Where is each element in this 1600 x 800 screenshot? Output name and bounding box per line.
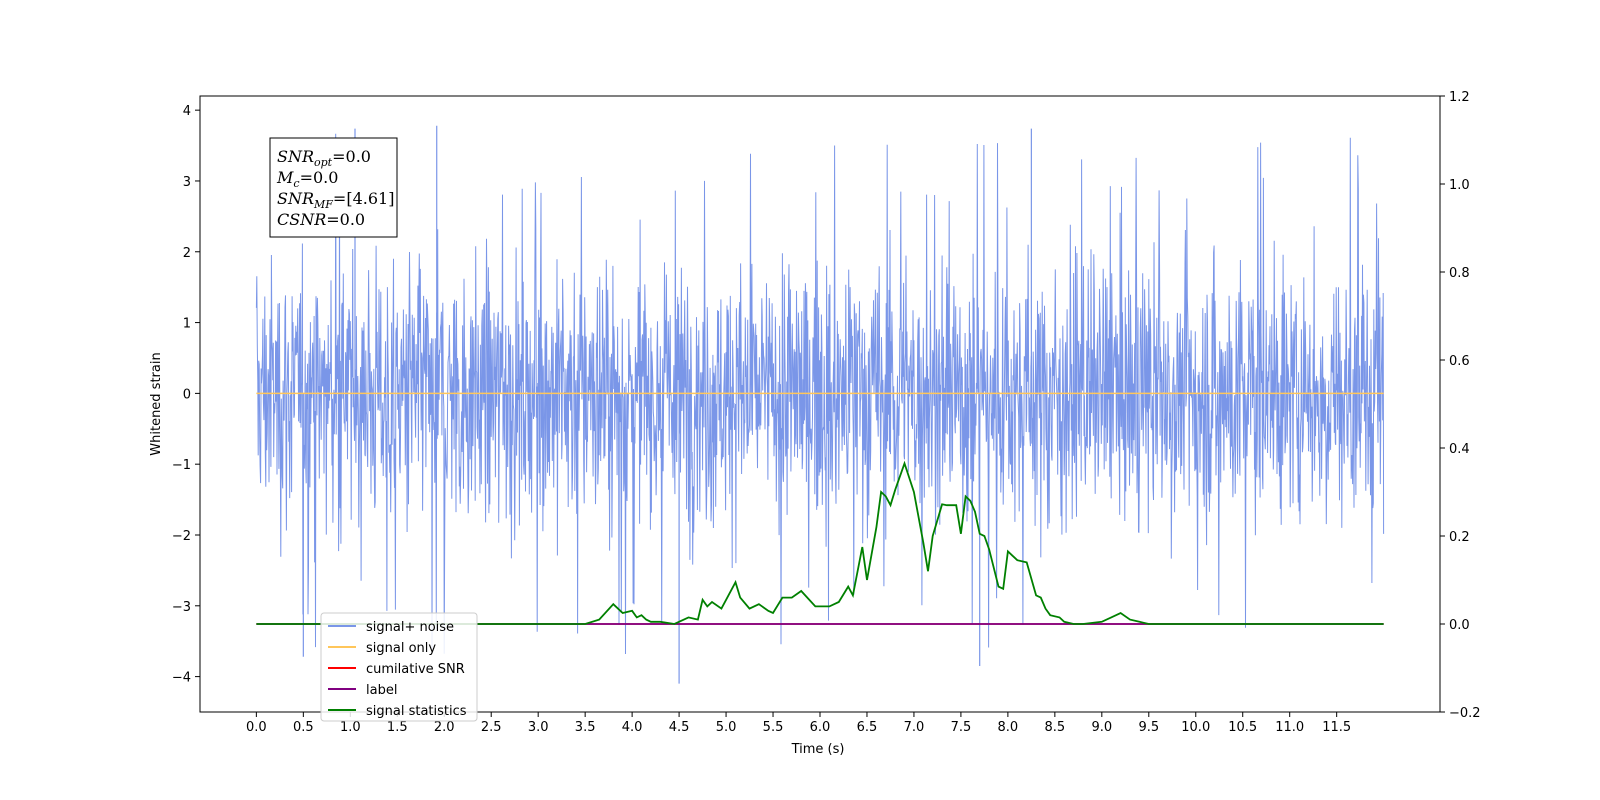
x-axis-label: Time (s) bbox=[791, 742, 845, 757]
x-tick-label: 10.0 bbox=[1181, 720, 1210, 735]
x-tick-label: 3.5 bbox=[575, 720, 596, 735]
x-tick-label: 9.0 bbox=[1091, 720, 1112, 735]
y-tick-label: −2 bbox=[172, 529, 191, 544]
y2-axis: 1.2 1.0 0.8 0.6 0.4 0.2 0.0 −0.2 bbox=[1440, 90, 1481, 721]
x-tick-label: 3.0 bbox=[528, 720, 549, 735]
annotation-symbol: M bbox=[276, 168, 294, 187]
annotation-subscript: opt bbox=[314, 156, 333, 169]
y-tick-label: −3 bbox=[172, 600, 191, 615]
legend-label: signal statistics bbox=[366, 704, 467, 719]
annotation-value: =0.0 bbox=[300, 168, 339, 187]
x-tick-label: 0.0 bbox=[246, 720, 267, 735]
annotation-symbol: CSNR bbox=[277, 210, 326, 229]
y-tick-label: 0 bbox=[183, 387, 191, 402]
legend-label: signal+ noise bbox=[366, 620, 454, 635]
annotation-line: CSNR=0.0 bbox=[277, 210, 365, 229]
annotation-subscript: MF bbox=[313, 198, 333, 211]
annotation-line: Mc=0.0 bbox=[276, 168, 338, 190]
x-axis: 0.0 0.5 1.0 1.5 2.0 2.5 3.0 3.5 4.0 4.5 5.0 5.5 6.0 6… bbox=[246, 712, 1351, 735]
x-tick-label: 5.0 bbox=[716, 720, 737, 735]
signal-statistics-line bbox=[256, 460, 1384, 625]
x-tick-label: 7.5 bbox=[951, 720, 972, 735]
y-tick-label: −4 bbox=[172, 671, 191, 686]
y2-tick-label: 0.0 bbox=[1449, 618, 1470, 633]
x-tick-label: 11.5 bbox=[1322, 720, 1351, 735]
legend: signal+ noise signal only cumilative SNR la… bbox=[320, 612, 478, 722]
y-tick-label: −1 bbox=[172, 458, 191, 473]
legend-label: label bbox=[366, 683, 397, 698]
y2-tick-label: 0.4 bbox=[1449, 442, 1470, 457]
x-tick-label: 4.5 bbox=[669, 720, 690, 735]
x-tick-label: 2.5 bbox=[481, 720, 502, 735]
legend-label: cumilative SNR bbox=[366, 662, 465, 677]
y2-tick-label: −0.2 bbox=[1449, 706, 1481, 721]
y-tick-label: 2 bbox=[183, 246, 191, 261]
x-tick-label: 6.0 bbox=[810, 720, 831, 735]
y-tick-label: 1 bbox=[183, 317, 191, 332]
y-tick-label: 3 bbox=[183, 175, 191, 190]
y-tick-label: 4 bbox=[183, 104, 191, 119]
x-tick-label: 2.0 bbox=[434, 720, 455, 735]
x-tick-label: 10.5 bbox=[1228, 720, 1257, 735]
y-axis: 4 3 2 1 0 −1 −2 −3 −4 bbox=[172, 104, 200, 686]
x-tick-label: 6.5 bbox=[857, 720, 878, 735]
x-tick-label: 9.5 bbox=[1138, 720, 1159, 735]
annotation-symbol: SNR bbox=[277, 189, 314, 208]
y2-tick-label: 0.2 bbox=[1449, 530, 1470, 545]
x-tick-label: 5.5 bbox=[763, 720, 784, 735]
x-tick-label: 7.0 bbox=[904, 720, 925, 735]
x-tick-label: 8.0 bbox=[998, 720, 1019, 735]
x-tick-label: 11.0 bbox=[1275, 720, 1304, 735]
y2-tick-label: 0.8 bbox=[1449, 266, 1470, 281]
x-tick-label: 1.5 bbox=[387, 720, 408, 735]
y-axis-label: Whitened strain bbox=[149, 352, 164, 455]
x-tick-label: 0.5 bbox=[293, 720, 314, 735]
y2-tick-label: 0.6 bbox=[1449, 354, 1470, 369]
annotation-subscript: c bbox=[293, 177, 299, 190]
annotation-line: SNRMF=[4.61] bbox=[277, 189, 394, 211]
annotation-line: SNRopt=0.0 bbox=[277, 147, 371, 169]
annotation-value: =[4.61] bbox=[333, 189, 395, 208]
x-tick-label: 8.5 bbox=[1045, 720, 1066, 735]
annotation-symbol: SNR bbox=[277, 147, 314, 166]
y2-tick-label: 1.2 bbox=[1449, 90, 1470, 105]
x-tick-label: 1.0 bbox=[340, 720, 361, 735]
legend-label: signal only bbox=[366, 641, 436, 656]
x-tick-label: 4.0 bbox=[622, 720, 643, 735]
y2-tick-label: 1.0 bbox=[1449, 178, 1470, 193]
annotation-value: =0.0 bbox=[326, 210, 365, 229]
annotation-value: =0.0 bbox=[332, 147, 371, 166]
